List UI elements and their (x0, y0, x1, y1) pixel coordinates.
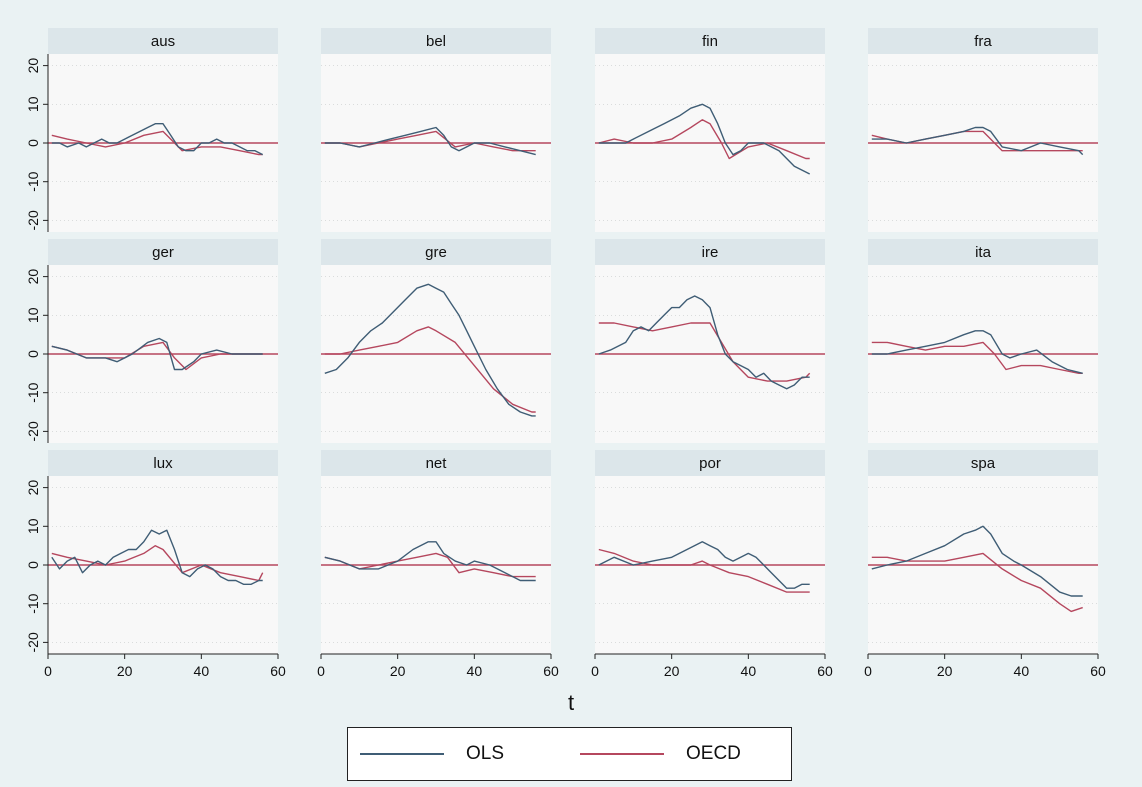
legend-label-oecd: OECD (686, 743, 741, 764)
series-line-ols (324, 283, 536, 417)
x-tick-label: 0 (44, 663, 52, 679)
series-line-oecd (598, 322, 811, 382)
series-line-oecd (598, 548, 810, 593)
x-axis-title: t (568, 690, 574, 715)
x-tick-label: 60 (1090, 663, 1106, 679)
x-tick-label: 0 (864, 663, 872, 679)
x-tick-label: 60 (270, 663, 286, 679)
panel-fin: fin (595, 28, 825, 232)
panel-gre: gre (321, 239, 551, 443)
panel-strip (595, 450, 825, 476)
panel-strip (321, 28, 551, 54)
series-line-ols (871, 126, 1084, 156)
legend-label-ols: OLS (466, 743, 505, 764)
y-tick-label: 20 (25, 269, 41, 285)
x-tick-label: 0 (591, 663, 599, 679)
y-tick-label: -10 (25, 171, 41, 191)
series-line-ols (871, 330, 1083, 374)
y-tick-label: 10 (25, 96, 41, 112)
panel-strip (48, 28, 278, 54)
panel-title: ire (702, 244, 719, 261)
x-tick-label: 0 (317, 663, 325, 679)
series-line-oecd (871, 341, 1083, 374)
x-tick-label: 20 (664, 663, 680, 679)
series-line-ols (324, 126, 536, 156)
y-tick-label: 10 (25, 307, 41, 323)
panel-strip (321, 239, 551, 265)
series-line-oecd (324, 326, 536, 413)
panel-title: fra (974, 33, 992, 50)
x-tick-label: 40 (1014, 663, 1030, 679)
series-line-oecd (598, 119, 810, 160)
panel-title: aus (151, 33, 175, 50)
x-tick-label: 20 (117, 663, 133, 679)
panel-strip (868, 450, 1098, 476)
series-line-oecd (51, 130, 263, 156)
panel-title: net (426, 455, 448, 472)
panel-title: bel (426, 33, 446, 50)
panel-strip (595, 239, 825, 265)
panel-aus: aus 20 10 0 -10 -20 (25, 28, 278, 232)
y-tick-label: -10 (25, 382, 41, 402)
legend-swatch-oecd (580, 753, 664, 755)
y-tick-label: 0 (25, 350, 41, 358)
panel-net: net 0 20 40 60 (317, 450, 559, 679)
panel-strip (868, 28, 1098, 54)
y-tick-label: 20 (25, 480, 41, 496)
series-line-ols (51, 337, 263, 371)
panel-title: spa (971, 455, 996, 472)
x-tick-label: 40 (194, 663, 210, 679)
x-tick-label: 40 (467, 663, 483, 679)
y-tick-label: 0 (25, 561, 41, 569)
y-tick-label: 0 (25, 139, 41, 147)
panel-title: por (699, 455, 721, 472)
panel-strip (48, 450, 278, 476)
y-tick-label: -10 (25, 593, 41, 613)
panel-title: lux (153, 455, 173, 472)
series-line-ols (871, 525, 1083, 597)
panel-spa: spa 0 20 40 60 (864, 450, 1106, 679)
legend-item-oecd: OECD (580, 728, 741, 780)
panel-por: por 0 20 40 60 (591, 450, 833, 679)
y-tick-label: -20 (25, 210, 41, 230)
series-line-ols (598, 295, 810, 390)
x-tick-label: 40 (741, 663, 757, 679)
x-tick-label: 60 (817, 663, 833, 679)
legend: OLS OECD (347, 727, 792, 781)
legend-item-ols: OLS (360, 728, 504, 780)
series-line-ols (324, 541, 536, 582)
series-line-ols (598, 103, 811, 175)
panel-title: ger (152, 244, 174, 261)
y-tick-label: -20 (25, 632, 41, 652)
panel-ita: ita (868, 239, 1098, 443)
legend-swatch-ols (360, 753, 444, 755)
x-tick-label: 20 (390, 663, 406, 679)
series-line-ols (598, 541, 810, 589)
series-line-ols (51, 122, 264, 156)
y-tick-label: 10 (25, 518, 41, 534)
panel-title: gre (425, 244, 447, 261)
panel-ire: ire (595, 239, 825, 443)
x-tick-label: 60 (543, 663, 559, 679)
panel-title: ita (975, 244, 992, 261)
panel-ger: ger 20 10 0 -10 -20 (25, 239, 278, 443)
y-tick-label: -20 (25, 421, 41, 441)
panel-strip (321, 450, 551, 476)
panel-strip (595, 28, 825, 54)
y-tick-label: 20 (25, 58, 41, 74)
x-tick-label: 20 (937, 663, 953, 679)
panel-bel: bel (321, 28, 551, 232)
series-line-oecd (51, 545, 264, 582)
panel-title: fin (702, 33, 718, 50)
panel-fra: fra (868, 28, 1098, 232)
panel-strip (868, 239, 1098, 265)
series-line-ols (51, 529, 263, 585)
panel-strip (48, 239, 278, 265)
